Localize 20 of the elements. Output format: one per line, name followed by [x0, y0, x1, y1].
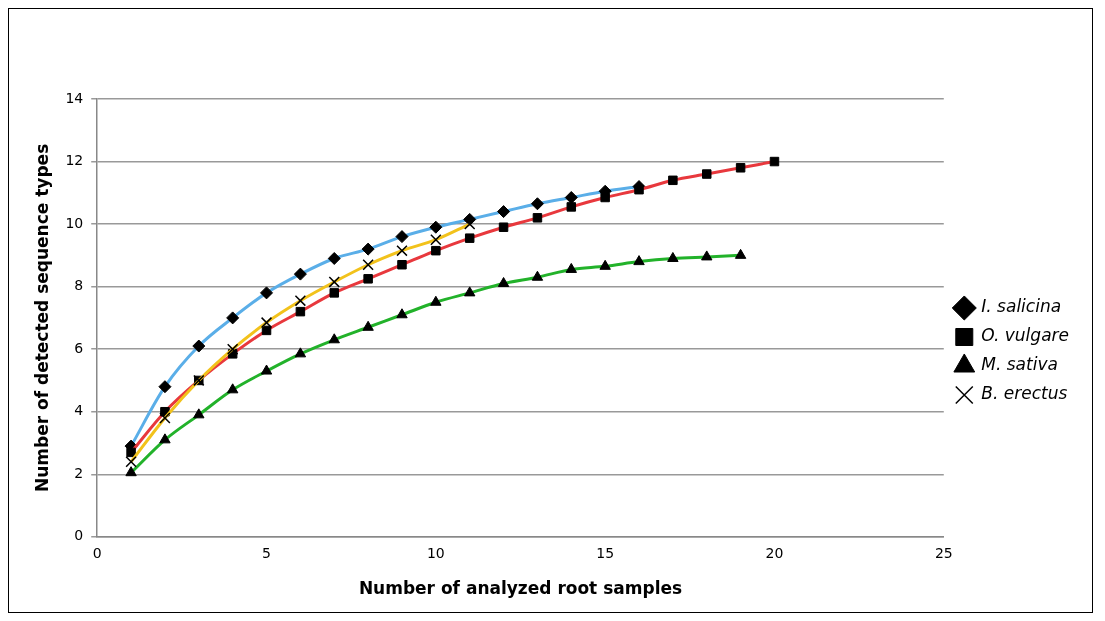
y-tick-label: 14 — [65, 89, 84, 106]
legend-label: B. erectus — [981, 383, 1068, 404]
x-tick-label: 5 — [262, 544, 271, 561]
y-axis-title: Number of detected sequence types — [31, 143, 52, 493]
y-tick-label: 0 — [74, 527, 84, 544]
x-tick-label: 15 — [596, 544, 615, 561]
y-tick-label: 12 — [65, 152, 84, 169]
x-tick-label: 25 — [934, 544, 953, 561]
x-tick-label: 10 — [426, 544, 445, 561]
y-tick-label: 4 — [74, 402, 84, 419]
y-tick-label: 8 — [74, 277, 84, 294]
x-tick-label: 0 — [92, 544, 102, 561]
y-tick-label: 2 — [74, 464, 84, 481]
legend-label: O. vulgare — [981, 325, 1069, 346]
x-tick-label: 20 — [765, 544, 784, 561]
y-tick-label: 6 — [74, 339, 84, 356]
legend-label: M. sativa — [981, 354, 1058, 375]
y-tick-label: 10 — [65, 214, 84, 231]
x-axis-title: Number of analyzed root samples — [358, 578, 683, 599]
legend-label: I. salicina — [981, 296, 1062, 317]
